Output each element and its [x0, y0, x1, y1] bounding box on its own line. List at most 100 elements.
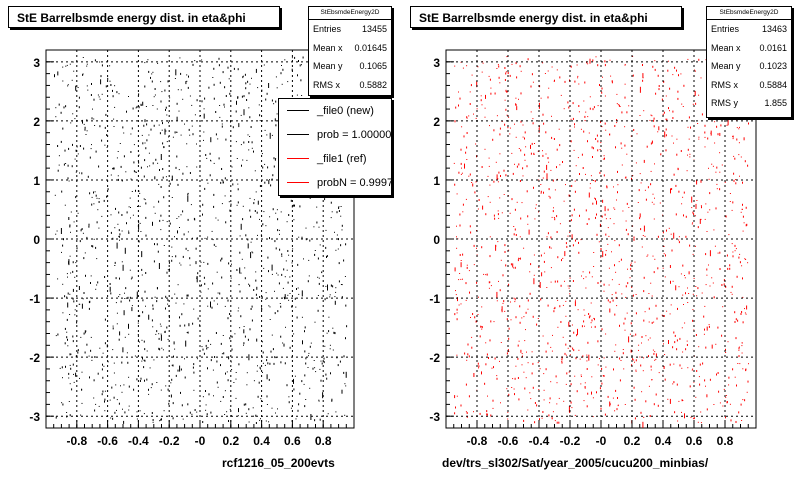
scatter-point [63, 238, 64, 241]
scatter-point [340, 215, 342, 217]
scatter-point [158, 347, 160, 350]
scatter-point [283, 268, 285, 271]
scatter-point [693, 417, 695, 420]
scatter-point [456, 225, 457, 227]
scatter-point [543, 191, 544, 194]
scatter-point [481, 306, 483, 308]
scatter-point [618, 104, 620, 107]
scatter-point [466, 415, 468, 418]
scatter-point [596, 200, 597, 205]
scatter-point [584, 386, 586, 388]
scatter-point [149, 367, 151, 369]
scatter-point [88, 225, 90, 228]
scatter-point [633, 129, 635, 131]
scatter-point [174, 78, 176, 79]
scatter-point [181, 404, 183, 407]
x-tick-label: 0.4 [253, 434, 270, 448]
scatter-point [172, 417, 174, 420]
scatter-point [667, 69, 669, 72]
scatter-point [526, 165, 528, 168]
scatter-point [284, 276, 286, 278]
scatter-point [246, 372, 248, 374]
scatter-point [271, 407, 273, 409]
scatter-point [465, 198, 467, 200]
scatter-point [725, 395, 727, 396]
scatter-point [137, 322, 139, 324]
scatter-point [262, 166, 264, 169]
scatter-point [104, 144, 106, 146]
scatter-point [580, 128, 582, 130]
scatter-point [663, 366, 665, 369]
scatter-point [664, 131, 666, 138]
scatter-point [500, 175, 501, 177]
scatter-point [665, 118, 667, 120]
scatter-point [734, 311, 736, 314]
scatter-point [547, 342, 549, 345]
scatter-point [274, 240, 276, 243]
scatter-point [571, 214, 573, 217]
scatter-point [280, 305, 282, 308]
scatter-point [518, 340, 520, 342]
scatter-point [626, 111, 628, 114]
scatter-point [540, 97, 542, 99]
left-stats-meany: 0.1065 [359, 61, 387, 71]
scatter-point [151, 80, 153, 83]
scatter-point [473, 113, 474, 115]
scatter-point [189, 264, 191, 266]
scatter-point [583, 400, 585, 402]
right-chart-panel: -0.8 -0.6 -0.4 -0.2 -0 0.2 0.4 0.6 0.8 -3 -2 -1 0 1 2 3… [400, 0, 800, 480]
scatter-point [673, 363, 675, 365]
scatter-point [733, 155, 735, 157]
scatter-point [341, 296, 343, 299]
scatter-point [517, 377, 519, 379]
scatter-point [276, 209, 278, 211]
scatter-point [727, 341, 729, 343]
scatter-point [66, 273, 68, 275]
scatter-point [236, 100, 237, 105]
scatter-point [531, 73, 533, 76]
scatter-point [167, 388, 169, 391]
scatter-point [705, 203, 707, 205]
scatter-point [461, 172, 463, 174]
scatter-point [291, 57, 293, 59]
scatter-point [209, 174, 211, 177]
scatter-point [98, 405, 100, 407]
scatter-point [716, 373, 717, 376]
scatter-point [585, 209, 587, 212]
scatter-point [227, 317, 229, 320]
scatter-point [525, 146, 527, 148]
scatter-point [277, 274, 279, 276]
scatter-point [259, 218, 260, 220]
scatter-point [580, 374, 582, 376]
scatter-point [75, 171, 77, 173]
scatter-point [506, 352, 508, 355]
scatter-point [617, 397, 618, 399]
scatter-point [109, 80, 111, 82]
scatter-point [210, 160, 212, 162]
scatter-point [235, 141, 237, 143]
scatter-point [554, 218, 556, 221]
scatter-point [655, 358, 657, 360]
scatter-point [281, 83, 283, 85]
scatter-point [71, 165, 73, 168]
scatter-point [273, 362, 275, 365]
scatter-point [271, 264, 273, 271]
scatter-point [117, 151, 119, 152]
scatter-point [278, 229, 280, 231]
scatter-point [300, 79, 302, 82]
scatter-point [244, 335, 246, 338]
scatter-point [283, 343, 285, 347]
scatter-point [653, 403, 655, 406]
scatter-point [243, 342, 245, 345]
scatter-point [590, 302, 592, 304]
scatter-point [603, 357, 605, 359]
scatter-point [631, 177, 632, 180]
scatter-point [569, 354, 571, 356]
scatter-point [603, 155, 605, 157]
scatter-point [583, 278, 585, 280]
scatter-point [669, 265, 671, 268]
scatter-point [593, 266, 595, 267]
scatter-point [218, 57, 220, 60]
scatter-point [247, 338, 249, 341]
scatter-point [732, 135, 734, 137]
